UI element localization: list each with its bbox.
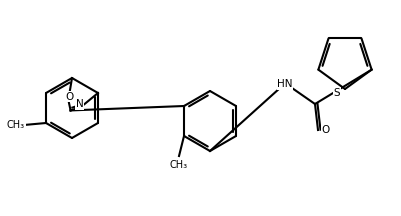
Text: O: O [65, 92, 73, 102]
Text: HN: HN [277, 79, 293, 89]
Text: CH₃: CH₃ [170, 160, 188, 170]
Text: CH₃: CH₃ [7, 120, 25, 130]
Text: S: S [334, 88, 340, 98]
Text: O: O [322, 125, 330, 135]
Text: N: N [76, 99, 84, 109]
